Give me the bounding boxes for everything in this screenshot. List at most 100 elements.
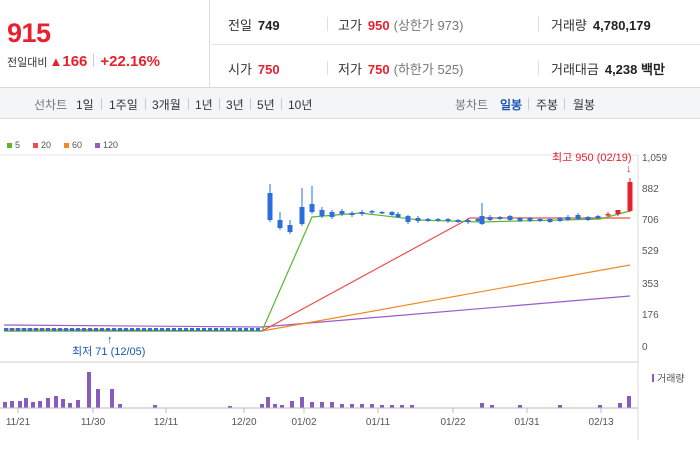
candle-body [154, 328, 158, 331]
candle-body [52, 328, 56, 331]
volume-bar [490, 405, 494, 408]
candle-body [202, 328, 206, 331]
x-tick-label: 01/31 [514, 417, 539, 428]
down-arrow-icon: ↓ [626, 163, 632, 175]
candle-body [130, 328, 134, 331]
divider [101, 98, 102, 110]
volume-bar [360, 404, 364, 408]
candle-body [238, 328, 242, 331]
period-3m[interactable]: 3개월 [152, 98, 181, 112]
period-1y[interactable]: 1년 [195, 98, 213, 112]
y-axis: 1,059 882 706 529 353 176 0 [642, 153, 667, 353]
x-tick-label: 12/11 [154, 417, 179, 428]
divider [250, 98, 251, 110]
period-1w[interactable]: 1주일 [109, 98, 138, 112]
candle-body [287, 225, 293, 232]
candle-body [208, 328, 212, 331]
volume-bar [273, 404, 277, 408]
volume-bar [18, 401, 22, 408]
candle-body [267, 193, 273, 220]
candle-body [214, 328, 218, 331]
candle-body [100, 328, 104, 331]
candle-monthly[interactable]: 월봉 [573, 98, 596, 112]
volume-bar [310, 402, 314, 408]
x-tick-label: 02/13 [588, 417, 613, 428]
candle-daily[interactable]: 일봉 [500, 98, 523, 112]
volume-bar [558, 405, 562, 408]
stat-value: 749 [257, 18, 280, 33]
candle-body [196, 328, 200, 331]
ma-20-line [4, 217, 630, 332]
candle-body [277, 220, 283, 228]
candle-body [615, 210, 621, 214]
volume-bar [627, 396, 631, 408]
candle-body [28, 328, 32, 331]
candle-body [244, 328, 248, 331]
candle-body [142, 328, 146, 331]
volume-bar [380, 405, 384, 408]
change-percent: +22.16% [100, 53, 161, 70]
volume-bar [410, 405, 414, 408]
candle-body [112, 328, 116, 331]
volume-legend-swatch [652, 374, 654, 382]
stat-label: 거래대금 [551, 62, 599, 77]
candle-body [4, 328, 8, 331]
candle-body [148, 328, 152, 331]
volume-bar [480, 403, 484, 408]
legend-label-5: 5 [15, 140, 20, 150]
candle-body [487, 217, 493, 220]
candle-body [395, 214, 401, 217]
volume-bar [38, 401, 42, 408]
candle-body [88, 328, 92, 331]
y-tick: 882 [642, 184, 659, 195]
candle-body [465, 220, 471, 222]
candle-body [166, 328, 170, 331]
candles [4, 178, 633, 331]
price-box: 915 전일대비 ▲166 +22.16% [0, 0, 210, 88]
period-3y[interactable]: 3년 [226, 98, 244, 112]
x-tick-label: 01/02 [291, 417, 316, 428]
candle-body [299, 207, 305, 224]
candle-body [22, 328, 26, 331]
volume-bar [61, 399, 65, 408]
candle-body [479, 216, 485, 224]
volume-bar [266, 397, 270, 408]
candle-body [160, 328, 164, 331]
candle-body [575, 215, 581, 219]
candle-body [190, 328, 194, 331]
candle-weekly[interactable]: 주봉 [536, 98, 559, 112]
candle-body [136, 328, 140, 331]
stat-label: 거래량 [551, 18, 587, 33]
candle-body [46, 328, 50, 331]
stat-low: 저가 750 (하한가 525) [338, 59, 463, 78]
candle-body [507, 216, 513, 220]
volume-bars [3, 372, 631, 408]
change-label: 전일대비 [7, 57, 48, 69]
legend-swatch-5 [7, 143, 12, 148]
candle-body [455, 220, 461, 222]
stat-value: 4,238 백만 [604, 62, 665, 77]
volume-bar [10, 401, 14, 408]
volume-bar [153, 405, 157, 408]
candle-body [445, 219, 451, 221]
candle-body [369, 211, 375, 213]
candle-body [627, 182, 633, 211]
candle-body [329, 212, 335, 217]
volume-bar [3, 402, 7, 408]
stat-sub: (상한가 973) [393, 18, 464, 33]
divider [188, 98, 189, 110]
volume-bar [330, 402, 334, 408]
divider [93, 53, 95, 67]
candle-body [226, 328, 230, 331]
period-10y[interactable]: 10년 [288, 98, 313, 112]
candle-body [64, 328, 68, 331]
candle-body [309, 204, 315, 212]
x-tick-label: 11/30 [81, 417, 106, 428]
stat-label: 시가 [228, 62, 252, 77]
volume-bar [390, 405, 394, 408]
stat-label: 저가 [338, 62, 362, 77]
stat-label: 고가 [338, 18, 362, 33]
period-5y[interactable]: 5년 [257, 98, 275, 112]
period-1d[interactable]: 1일 [76, 98, 94, 112]
candle-body [605, 214, 611, 216]
